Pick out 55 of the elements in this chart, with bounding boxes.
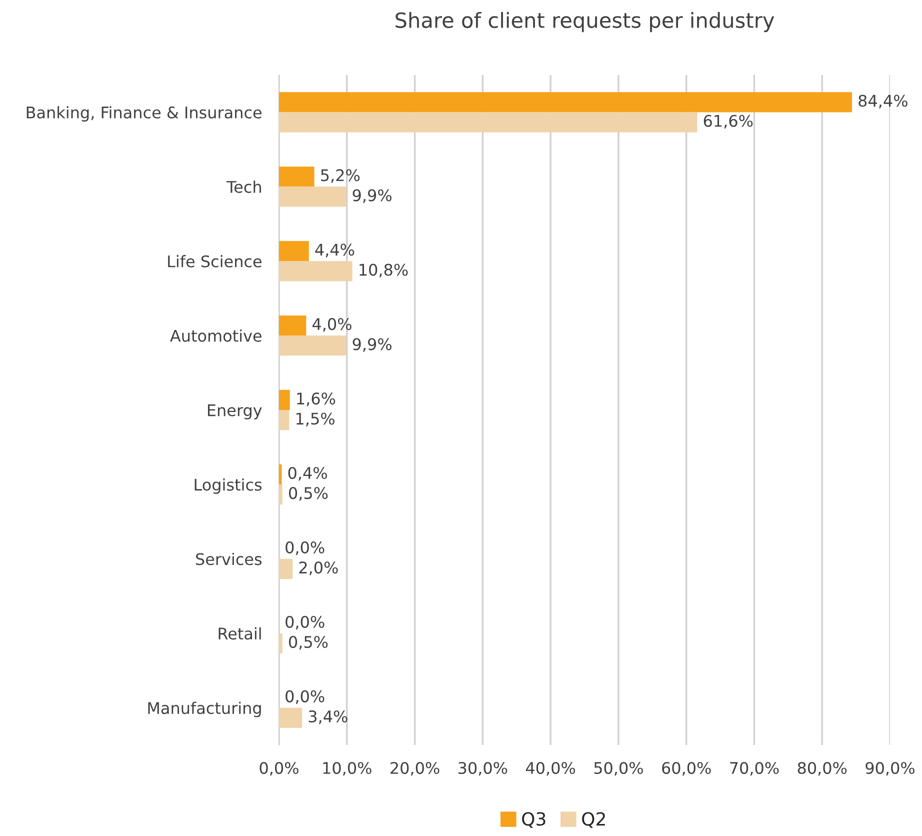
chart-title: Share of client requests per industry	[396, 12, 774, 32]
x-tick-label: 90,0%	[866, 762, 914, 776]
data-label: 1,6%	[297, 392, 336, 406]
x-tick-label: 30,0%	[458, 762, 508, 776]
data-label: 84,4%	[858, 94, 908, 108]
bar	[279, 186, 346, 207]
y-tick-label: Manufacturing	[148, 702, 261, 718]
data-label: 4,4%	[315, 244, 354, 258]
data-label: 9,9%	[352, 338, 392, 352]
bar	[279, 241, 309, 262]
bar	[279, 484, 282, 505]
bar	[279, 315, 306, 336]
data-label: 0,4%	[288, 466, 327, 481]
y-tick-label: Banking, Finance & Insurance	[26, 106, 262, 122]
x-tick-label: 60,0%	[662, 762, 711, 776]
data-label: 0,0%	[286, 690, 324, 704]
bar	[279, 261, 352, 282]
bar	[279, 92, 852, 112]
x-tick-label: 50,0%	[594, 762, 643, 776]
data-label: 1,5%	[296, 412, 334, 426]
x-tick-label: 70,0%	[730, 762, 779, 776]
legend-label: Q2	[582, 812, 605, 828]
y-tick-label: Tech	[226, 180, 261, 193]
bar	[279, 112, 698, 132]
x-tick-label: 20,0%	[390, 762, 440, 776]
data-label: 9,9%	[352, 189, 392, 203]
bar	[279, 558, 293, 579]
y-tick-label: Services	[196, 552, 262, 566]
y-tick-label: Energy	[208, 404, 262, 420]
data-label: 61,6%	[704, 114, 753, 129]
bar	[279, 633, 282, 654]
bar	[279, 166, 314, 187]
data-label: 2,0%	[299, 561, 338, 576]
data-label: 4,0%	[312, 318, 352, 332]
data-label: 10,8%	[360, 264, 408, 278]
bar	[279, 464, 282, 484]
data-label: 3,4%	[308, 710, 348, 724]
x-tick-label: 80,0%	[798, 762, 847, 776]
x-tick-label: 0,0%	[260, 762, 298, 776]
bar	[279, 390, 290, 410]
legend-label: Q3	[522, 812, 546, 828]
y-tick-label: Retail	[218, 627, 261, 640]
data-label: 5,2%	[321, 169, 360, 183]
data-label: 0,0%	[286, 541, 324, 556]
data-label: 0,0%	[286, 616, 324, 630]
y-tick-label: Logistics	[194, 478, 262, 494]
bar	[279, 336, 346, 356]
x-tick-label: 40,0%	[526, 762, 576, 776]
data-label: 0,5%	[289, 636, 328, 650]
x-tick-label: 10,0%	[323, 762, 372, 776]
bar	[279, 708, 302, 728]
bar	[279, 410, 290, 430]
y-tick-label: Automotive	[170, 329, 262, 342]
data-label: 0,5%	[289, 487, 328, 501]
y-tick-label: Life Science	[168, 255, 262, 268]
